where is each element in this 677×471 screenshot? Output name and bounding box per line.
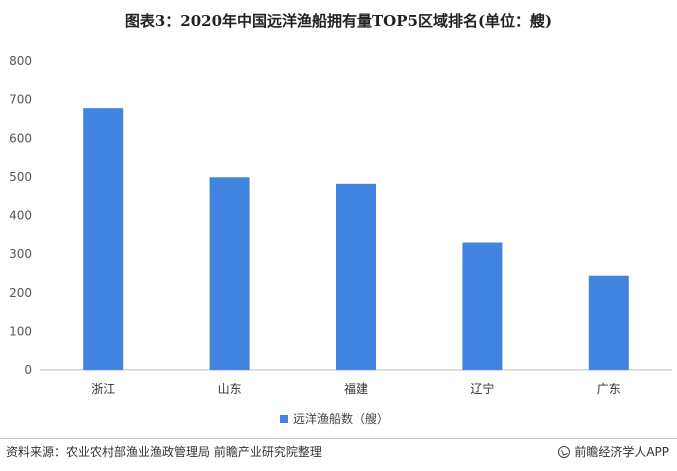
legend-label: 远洋渔船数（艘） [293, 411, 389, 426]
y-tick-label: 200 [9, 286, 32, 300]
footer-source: 资料来源：农业农村部渔业渔政管理局 前瞻产业研究院整理 [6, 445, 322, 459]
legend: 远洋渔船数（艘） [280, 411, 389, 426]
chart-title: 图表3：2020年中国远洋渔船拥有量TOP5区域排名(单位：艘) [124, 12, 553, 30]
bar [336, 183, 376, 370]
brand-logo-icon [558, 445, 571, 458]
y-tick-label: 700 [9, 93, 32, 107]
y-axis: 0 100 200 300 400 500 600 700 800 [9, 54, 32, 377]
bar-chart: 0 100 200 300 400 500 600 700 800 浙江 山东 福建 辽宁 广东 远洋渔… [9, 54, 672, 426]
y-tick-label: 800 [9, 54, 32, 68]
bar-group [83, 108, 629, 370]
y-tick-label: 600 [9, 131, 32, 145]
y-tick-label: 300 [9, 247, 32, 261]
x-tick-label: 福建 [344, 381, 368, 396]
x-tick-label: 山东 [218, 382, 242, 396]
x-tick-label: 浙江 [91, 382, 115, 396]
brand-name: 前瞻经济学人APP [574, 445, 669, 459]
y-tick-label: 500 [9, 170, 32, 184]
x-axis-labels: 浙江 山东 福建 辽宁 广东 [91, 381, 621, 396]
legend-swatch [280, 415, 288, 423]
footer-divider [0, 438, 677, 439]
footer-brand: 前瞻经济学人APP [558, 443, 669, 460]
y-tick-label: 100 [9, 324, 32, 338]
y-tick-label: 0 [24, 363, 32, 377]
bar [462, 242, 503, 370]
bar [83, 108, 124, 370]
x-tick-label: 广东 [597, 382, 621, 396]
bar [588, 275, 629, 370]
bar [209, 177, 250, 370]
y-tick-label: 400 [9, 209, 32, 223]
x-tick-label: 辽宁 [470, 381, 494, 396]
